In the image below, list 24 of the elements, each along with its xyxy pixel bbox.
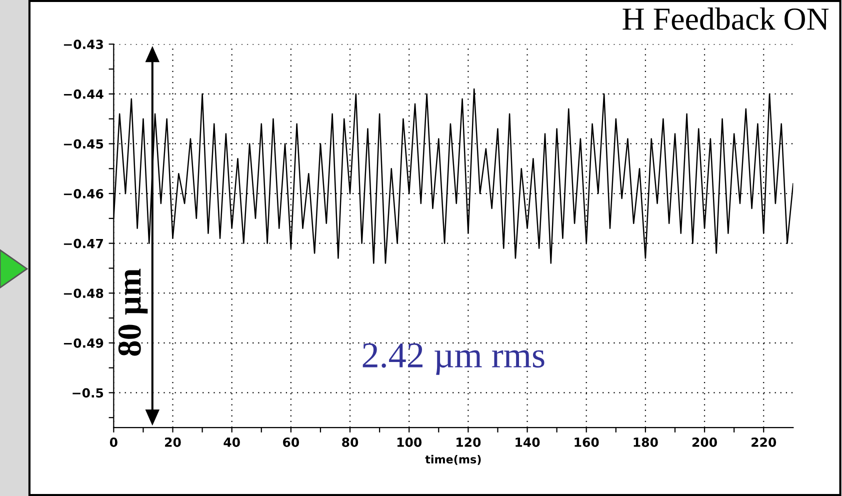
y-tick-label: −0.45 xyxy=(64,139,104,149)
x-tick-label: 220 xyxy=(752,437,776,447)
y-tick-label: −0.49 xyxy=(64,338,104,348)
x-tick-label: 180 xyxy=(634,437,658,447)
x-tick-label: 200 xyxy=(692,437,717,447)
x-tick-label: 80 xyxy=(342,437,358,447)
text: H Feedback ON xyxy=(622,7,829,30)
annotation: 80 µm xyxy=(118,268,148,356)
annotation: 2.42 µm rms xyxy=(362,343,544,375)
x-tick-label: 20 xyxy=(165,437,181,447)
y-tick-label: −0.44 xyxy=(64,89,104,99)
x-tick-label: 140 xyxy=(516,437,540,447)
y-tick-label: −0.5 xyxy=(72,388,104,398)
y-tick-label: −0.47 xyxy=(64,238,103,248)
x-tick-label: 100 xyxy=(397,437,422,447)
x-tick-label: 40 xyxy=(224,437,240,447)
x-tick-label: 0 xyxy=(110,437,118,447)
x-tick-label: 160 xyxy=(574,437,599,447)
y-tick-label: −0.43 xyxy=(64,40,103,50)
x-axis-title: time(ms) xyxy=(425,454,481,465)
y-tick-label: −0.46 xyxy=(64,188,104,198)
x-tick-label: 120 xyxy=(456,437,481,447)
y-tick-label: −0.48 xyxy=(64,288,104,298)
x-tick-label: 60 xyxy=(283,437,300,447)
